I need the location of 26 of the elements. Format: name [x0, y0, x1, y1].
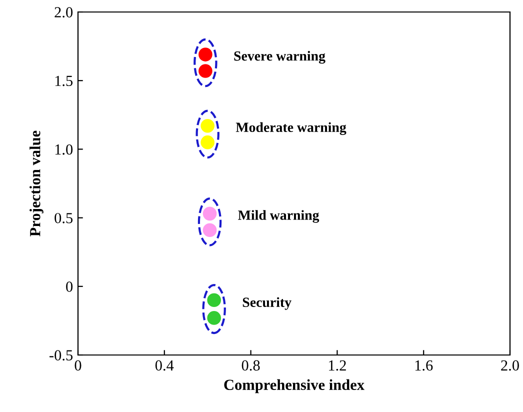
point: [202, 223, 217, 238]
point: [198, 48, 212, 62]
point: [200, 135, 215, 150]
point: [207, 311, 221, 325]
series-label: Security: [242, 297, 292, 310]
x-tick-label: 0.8: [242, 360, 260, 371]
y-tick-label: 1.0: [55, 144, 73, 155]
series-label: Moderate warning: [236, 122, 346, 135]
series-label: Severe warning: [234, 50, 326, 64]
y-axis-title: Projection value: [30, 130, 44, 236]
point: [198, 64, 212, 78]
series-label: Mild warning: [238, 210, 320, 223]
point: [207, 293, 221, 308]
x-tick-label: 0.4: [155, 360, 174, 371]
y-tick-label: 1.5: [55, 76, 73, 86]
y-tick-label: 0: [66, 282, 73, 292]
x-axis-title: Comprehensive index: [224, 379, 364, 394]
x-tick-label: 1.6: [415, 360, 433, 371]
y-tick-label: -0.5: [50, 350, 73, 361]
x-tick-label: 1.2: [328, 360, 346, 371]
x-tick-label: 2.0: [501, 360, 519, 371]
point: [202, 206, 217, 221]
point: [200, 118, 215, 133]
x-tick-label: 0: [74, 360, 82, 371]
y-tick-label: 0.5: [54, 212, 73, 224]
y-tick-label: 2.0: [54, 7, 73, 18]
